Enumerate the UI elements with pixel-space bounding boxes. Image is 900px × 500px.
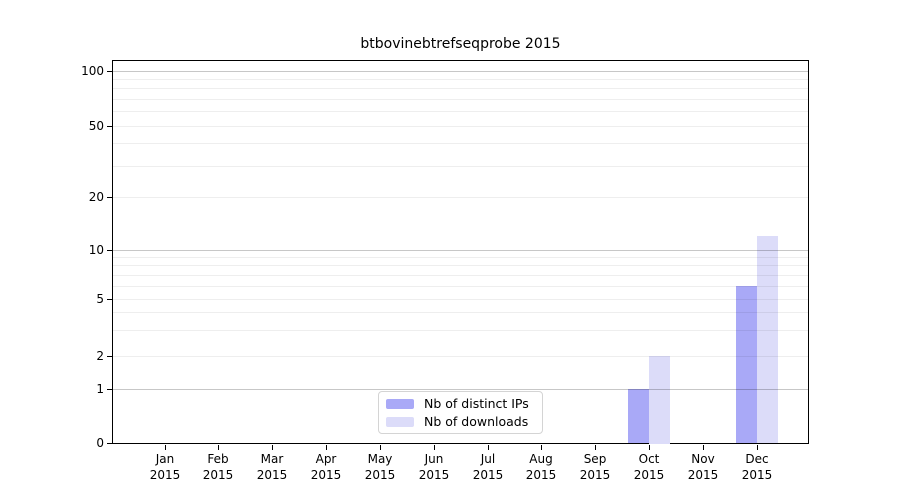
x-tick-month: Dec	[745, 452, 769, 466]
y-tick-label: 1	[96, 382, 104, 396]
gridline-minor	[113, 197, 808, 198]
x-tick-label-oct: Oct 2015	[617, 451, 681, 483]
x-tick-label-dec: Dec 2015	[725, 451, 789, 483]
x-tick-year: 2015	[741, 468, 773, 482]
x-tick-year: 2015	[579, 468, 611, 482]
bar-downloads-oct	[649, 356, 670, 444]
x-tick-label-mar: Mar 2015	[240, 451, 304, 483]
x-tick-year: 2015	[256, 468, 288, 482]
x-tick	[272, 445, 273, 450]
gridline-minor	[113, 299, 808, 300]
gridline-minor	[113, 88, 808, 89]
x-tick-year: 2015	[687, 468, 719, 482]
x-tick	[434, 445, 435, 450]
legend-swatch-distinct-ips	[386, 398, 414, 409]
x-tick-year: 2015	[472, 468, 504, 482]
y-tick	[107, 389, 112, 390]
x-tick-label-aug: Aug 2015	[509, 451, 573, 483]
x-tick-label-nov: Nov 2015	[671, 451, 735, 483]
x-tick	[595, 445, 596, 450]
gridline-major	[113, 389, 808, 390]
y-tick-label: 20	[88, 190, 104, 204]
legend: Nb of distinct IPs Nb of downloads	[378, 391, 543, 434]
x-tick-label-feb: Feb 2015	[186, 451, 250, 483]
gridline-minor	[113, 126, 808, 127]
y-tick	[107, 126, 112, 127]
x-tick-year: 2015	[418, 468, 450, 482]
y-tick-label: 0	[96, 436, 104, 450]
bar-distinct-ips-dec	[736, 286, 757, 443]
x-tick-month: Jan	[155, 452, 175, 466]
legend-label: Nb of downloads	[424, 414, 529, 429]
x-tick	[649, 445, 650, 450]
y-tick	[107, 250, 112, 251]
x-tick	[757, 445, 758, 450]
gridline-minor	[113, 79, 808, 80]
chart-title: btbovinebtrefseqprobe 2015	[360, 36, 561, 52]
x-tick-label-jun: Jun 2015	[402, 451, 466, 483]
bars-layer	[113, 61, 808, 444]
y-tick-label: 50	[88, 119, 104, 133]
x-tick-month: Apr	[315, 452, 337, 466]
gridline-minor	[113, 330, 808, 331]
bar-downloads-dec	[757, 236, 778, 443]
grid-layer	[113, 61, 808, 443]
x-tick-label-apr: Apr 2015	[294, 451, 358, 483]
gridline-minor	[113, 265, 808, 266]
gridline-major	[113, 250, 808, 251]
legend-swatch-downloads	[386, 416, 414, 427]
y-tick-label: 2	[96, 349, 104, 363]
x-tick-label-jan: Jan 2015	[133, 451, 197, 483]
x-tick	[703, 445, 704, 450]
x-tick-year: 2015	[525, 468, 557, 482]
x-tick-year: 2015	[202, 468, 234, 482]
gridline-minor	[113, 356, 808, 357]
x-tick-year: 2015	[364, 468, 396, 482]
legend-label: Nb of distinct IPs	[424, 396, 529, 411]
x-tick-year: 2015	[633, 468, 665, 482]
gridline-minor	[113, 99, 808, 100]
x-tick-label-jul: Jul 2015	[456, 451, 520, 483]
x-tick	[165, 445, 166, 450]
y-tick-label: 5	[96, 292, 104, 306]
x-tick-month: Oct	[638, 452, 660, 466]
x-tick-month: May	[367, 452, 393, 466]
x-tick-month: Jul	[480, 452, 496, 466]
x-tick	[380, 445, 381, 450]
x-tick-month: Aug	[529, 452, 553, 466]
gridline-minor	[113, 166, 808, 167]
gridline-minor	[113, 312, 808, 313]
plot-area	[112, 60, 809, 444]
x-tick	[541, 445, 542, 450]
x-tick-month: Jun	[424, 452, 444, 466]
y-tick	[107, 299, 112, 300]
gridline-minor	[113, 111, 808, 112]
x-tick	[218, 445, 219, 450]
x-tick-month: Nov	[691, 452, 715, 466]
gridline-major	[113, 71, 808, 72]
y-tick	[107, 197, 112, 198]
x-tick-month: Feb	[207, 452, 229, 466]
x-tick	[488, 445, 489, 450]
y-tick	[107, 356, 112, 357]
legend-item-downloads: Nb of downloads	[386, 414, 542, 429]
bar-distinct-ips-oct	[628, 389, 649, 443]
x-tick-year: 2015	[310, 468, 342, 482]
y-tick-label: 10	[88, 243, 104, 257]
legend-item-distinct-ips: Nb of distinct IPs	[386, 396, 542, 411]
y-tick	[107, 71, 112, 72]
gridline-minor	[113, 275, 808, 276]
x-tick-label-may: May 2015	[348, 451, 412, 483]
x-tick-month: Mar	[260, 452, 284, 466]
y-tick	[107, 443, 112, 444]
gridline-minor	[113, 257, 808, 258]
gridline-minor	[113, 286, 808, 287]
x-tick-year: 2015	[149, 468, 181, 482]
x-tick-label-sep: Sep 2015	[563, 451, 627, 483]
x-tick	[326, 445, 327, 450]
gridline-minor	[113, 143, 808, 144]
y-tick-label: 100	[81, 64, 104, 78]
x-tick-month: Sep	[583, 452, 607, 466]
